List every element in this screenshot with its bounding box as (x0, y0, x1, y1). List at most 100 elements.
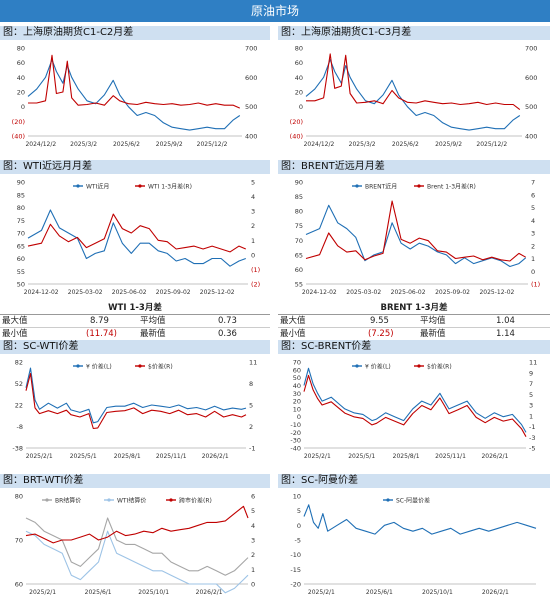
y-tick-label-right: 8 (249, 380, 253, 388)
y-tick-label-left: 55 (295, 281, 303, 289)
label: 最小值 (280, 329, 306, 339)
y-tick-label-left: 30 (293, 390, 301, 398)
y-tick-label-left: 80 (295, 208, 303, 216)
legend-marker (417, 184, 421, 188)
y-tick-label-left: 65 (17, 242, 25, 250)
y-tick-label-right: 400 (525, 133, 537, 141)
y-tick-label-right: 7 (529, 380, 533, 388)
y-tick-label-left: 50 (17, 281, 25, 289)
legend-label: $价差(R) (427, 363, 452, 371)
y-tick-label-left: 50 (293, 374, 301, 382)
series-line (28, 54, 241, 109)
y-tick-label-right: 4 (251, 522, 255, 530)
y-tick-label-left: -30 (290, 437, 301, 445)
panel-sc-wti: 图：SC-WTI价差 82 52 22 -8 -38 11 8 5 2 -1 2025/2/1 202… (0, 340, 270, 468)
panel-sc-brent: 图：SC-BRENT价差 70 60 50 40 30 20 10 0 -10 -20 -30 -40… (278, 340, 550, 468)
y-tick-label-left: 0 (297, 522, 301, 530)
y-tick-label-left: 20 (293, 398, 301, 406)
panel-wti-spread: 图：WTI近远月月差 90 85 80 75 70 65 60 55 50 5 4 3 2 1 0 (1) (2… (0, 160, 270, 300)
y-tick-label-right: 5 (249, 402, 253, 410)
wti-stats-table: WTI 1-3月差 最大值 8.79 平均值 0.73 最小值 (11.74) … (0, 302, 270, 341)
y-tick-label-left: -20 (290, 581, 301, 589)
value: 0.73 (218, 316, 237, 326)
y-tick-label-left: -15 (290, 566, 301, 574)
y-tick-label-right: 2 (249, 423, 253, 431)
y-tick-label-left: 70 (295, 237, 303, 245)
y-tick-label-right: 4 (531, 217, 535, 225)
y-tick-label-left: -10 (290, 421, 301, 429)
y-tick-label-left: 40 (17, 74, 25, 82)
y-tick-label-left: 60 (295, 59, 303, 67)
y-tick-label-left: 0 (21, 103, 25, 111)
x-tick-label: 2025/6/1 (85, 589, 112, 596)
y-tick-label-left: 60 (295, 266, 303, 274)
x-tick-label: 2025/6/1 (366, 589, 393, 596)
table-title: BRENT 1-3月差 (278, 302, 550, 315)
x-tick-label: 2026/2/1 (481, 453, 508, 460)
y-tick-label-right: 2 (251, 222, 255, 230)
x-tick-label: 2025/11/1 (156, 453, 187, 460)
y-tick-label-right: 600 (245, 74, 257, 82)
value: 0.36 (218, 329, 237, 339)
label: 最新值 (420, 329, 446, 339)
y-tick-label-right: -5 (529, 445, 535, 453)
chart-sc-oman: 10 5 0 -5 -10 -15 -20 2025/2/1 2025/6/1 2025/10/1… (290, 493, 537, 596)
y-tick-label-right: (1) (531, 281, 540, 289)
y-tick-label-left: 10 (293, 493, 301, 501)
y-tick-label-right: 600 (525, 74, 537, 82)
x-tick-label: 2025/9/2 (156, 141, 183, 148)
series-line (303, 504, 537, 535)
y-tick-label-left: 85 (17, 191, 25, 199)
panel-title: 图：上海原油期货C1-C2月差 (0, 26, 270, 40)
x-tick-label: 2024-12-02 (302, 289, 337, 296)
chart-brt-wti: 80 70 60 6 5 4 3 2 1 0 2025/2/1 2025/6/1 2025/10/1 20… (15, 493, 255, 597)
x-tick-label: 2025/10/1 (422, 589, 453, 596)
series-line (25, 530, 249, 594)
legend-marker (355, 364, 359, 368)
legend-label: ¥ 价差(L) (86, 363, 112, 371)
x-tick-label: 2025/3/2 (70, 141, 97, 148)
x-tick-label: 2025-06-02 (112, 289, 147, 296)
x-tick-label: 2025-06-02 (391, 289, 426, 296)
chart-sc-c1c3: 80 60 40 20 0 (20) (40) 700 600 500 400 2024/12/2 20… (290, 45, 538, 149)
series-line (27, 213, 247, 253)
y-tick-label-right: 6 (531, 191, 535, 199)
legend-label: BRENT近月 (365, 183, 397, 191)
y-tick-label-right: 400 (245, 133, 257, 141)
x-tick-label: 2025/2/1 (29, 589, 56, 596)
x-tick-label: 2025/12/2 (197, 141, 228, 148)
value: 9.55 (370, 316, 389, 326)
x-tick-label: 2026/2/1 (482, 589, 509, 596)
y-tick-label-right: 1 (251, 237, 255, 245)
y-tick-label-left: 20 (295, 89, 303, 97)
legend-marker (169, 498, 173, 502)
y-tick-label-right: 3 (531, 230, 535, 238)
y-tick-label-right: 0 (531, 268, 535, 276)
y-tick-label-right: 700 (525, 45, 537, 53)
y-tick-label-right: 5 (529, 391, 533, 399)
legend-marker (107, 498, 111, 502)
label: 平均值 (140, 316, 166, 326)
y-tick-label-left: 80 (17, 204, 25, 212)
y-tick-label-right: -1 (249, 445, 255, 453)
y-tick-label-left: 60 (17, 59, 25, 67)
y-tick-label-right: 6 (251, 493, 255, 501)
y-tick-label-right: 11 (529, 359, 537, 367)
y-tick-label-right: 2 (251, 551, 255, 559)
y-tick-label-left: 5 (297, 507, 301, 515)
y-tick-label-left: 85 (295, 193, 303, 201)
x-tick-label: 2025-12-02 (200, 289, 235, 296)
y-tick-label-right: 0 (251, 251, 255, 259)
series-line (305, 204, 527, 268)
y-tick-label-left: 22 (15, 402, 23, 410)
y-tick-label-right: 1 (531, 255, 535, 263)
y-tick-label-left: 80 (295, 45, 303, 53)
table-row: 最大值 9.55 平均值 1.04 (278, 315, 550, 328)
chart-sc-c1c2: 80 60 40 20 0 (20) (40) 700 600 500 400 2024/12/2 20… (12, 45, 258, 149)
legend-marker (386, 498, 390, 502)
y-tick-label-left: 70 (293, 359, 301, 367)
x-tick-label: 2025/5/1 (70, 453, 97, 460)
brent-stats-table: BRENT 1-3月差 最大值 9.55 平均值 1.04 最小值 (7.25)… (278, 302, 550, 341)
panel-brent-spread: 图：BRENT近远月月差 90 85 80 75 70 65 60 55 7 6 5 4 3 2 1 0 (1)… (278, 160, 550, 300)
